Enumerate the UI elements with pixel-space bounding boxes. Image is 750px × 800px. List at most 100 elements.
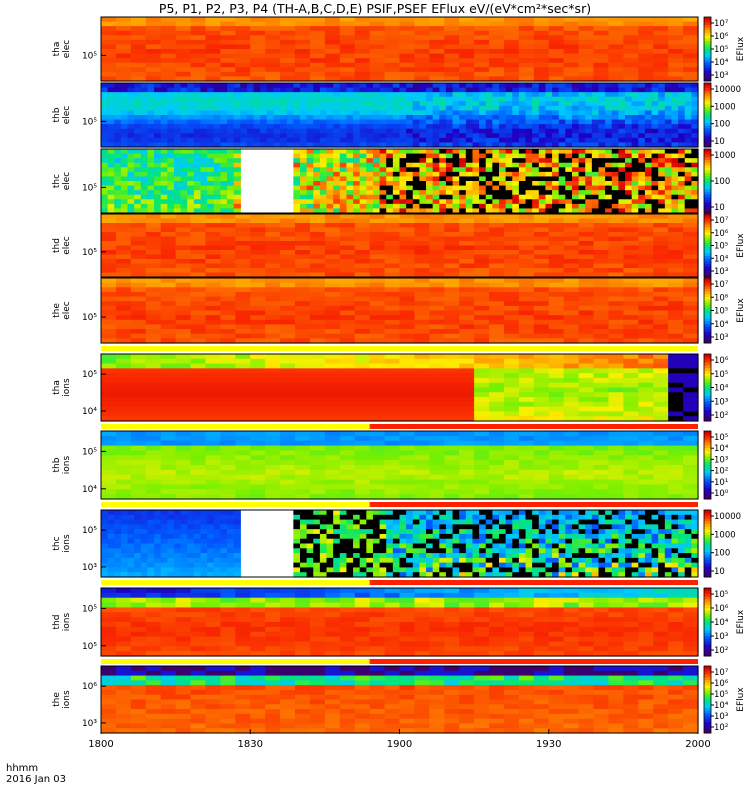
colorbar-segment xyxy=(704,543,711,547)
ylabel-line: thd xyxy=(52,238,62,253)
colorbar: 10⁷ 10⁶ 10⁵ 10⁴ 10³ EFlux xyxy=(703,277,746,344)
colorbar-segment xyxy=(704,159,711,163)
y-tick-label: 10³ xyxy=(82,719,97,729)
heatmap-cells xyxy=(101,354,699,422)
colorbar: 10⁵ 10⁶ 10⁴ 10³ 10² EFlux xyxy=(703,587,746,657)
colorbar-frame xyxy=(703,509,712,578)
colorbar-segment xyxy=(704,479,711,483)
colorbar-segment xyxy=(704,590,711,595)
colorbar-segment xyxy=(704,716,711,720)
colorbar-segment xyxy=(704,551,711,556)
colorbar-segment xyxy=(704,280,711,284)
colorbar-segment xyxy=(704,702,711,706)
colorbar-tick-label: 10³ xyxy=(714,397,728,407)
colorbar-segment xyxy=(704,112,711,116)
colorbar-segment xyxy=(704,671,711,675)
mode-strip xyxy=(101,580,698,585)
panel-thc-ions: thcions 10⁵ 10³ 10000 1000 100 10 xyxy=(52,509,741,585)
colorbar-tick-label: 10⁵ xyxy=(714,690,728,700)
colorbar-segment xyxy=(704,232,711,236)
ylabel-line: ions xyxy=(62,690,72,709)
colorbar-segment xyxy=(704,607,711,612)
heatmap-cells xyxy=(101,83,699,148)
colorbar-tick-label: 10² xyxy=(714,411,728,421)
colorbar-tick-label: 10¹ xyxy=(714,478,728,488)
colorbar-segment xyxy=(704,596,711,600)
heatmap-cells xyxy=(101,149,699,214)
colorbar-segment xyxy=(704,175,711,179)
mode-strip-red xyxy=(369,502,698,507)
ylabel-line: elec xyxy=(62,106,72,125)
x-tick-label: 1830 xyxy=(238,739,263,750)
colorbar-segment xyxy=(704,216,711,220)
colorbar-segment xyxy=(704,445,711,449)
colorbar-segment xyxy=(704,407,711,411)
colorbar-segment xyxy=(704,154,711,158)
colorbar-segment xyxy=(704,214,711,218)
colorbar-tick-label: 10⁵ xyxy=(714,433,728,443)
colorbar-tick-label: 10⁷ xyxy=(714,280,729,290)
colorbar-segment xyxy=(704,384,711,388)
colorbar-segment xyxy=(704,144,711,148)
colorbar-segment xyxy=(704,258,711,262)
colorbar-segment xyxy=(704,456,711,460)
colorbar-segment xyxy=(704,115,711,119)
colorbar-segment xyxy=(704,313,711,317)
colorbar-segment xyxy=(704,17,711,21)
panel-ylabel: thaelec xyxy=(52,40,72,59)
colorbar-segment xyxy=(704,367,711,372)
colorbar-tick-label: 10² xyxy=(714,723,728,733)
date-label: 2016 Jan 03 xyxy=(6,774,66,785)
colorbar-segment xyxy=(704,696,711,700)
colorbar-segment xyxy=(704,294,711,298)
colorbar-segment xyxy=(704,693,711,698)
colorbar-segment xyxy=(704,568,711,572)
colorbar-segment xyxy=(704,359,711,363)
colorbar-segment xyxy=(704,321,711,325)
panel-ylabel: theelec xyxy=(52,301,72,320)
colorbar-segment xyxy=(704,49,711,53)
colorbar-segment xyxy=(704,229,711,233)
colorbar-tick-label: 10⁵ xyxy=(714,370,728,380)
colorbar-segment xyxy=(704,546,711,550)
mode-strip-yellow xyxy=(101,346,370,351)
mode-strip xyxy=(101,424,698,429)
colorbar-segment xyxy=(704,529,711,533)
colorbar-segment xyxy=(704,123,711,127)
colorbar-tick-label: 10⁴ xyxy=(714,384,729,394)
colorbar-segment xyxy=(704,332,711,336)
colorbar-segment xyxy=(704,563,711,567)
colorbar-tick-label: 10⁷ xyxy=(714,668,729,678)
colorbar-tick-label: 10⁶ xyxy=(714,32,729,42)
colorbar-segment xyxy=(704,365,711,369)
colorbar-segment xyxy=(704,727,711,731)
colorbar-tick-label: 10⁴ xyxy=(714,320,729,330)
colorbar-tick-label: 10000 xyxy=(714,512,741,522)
panel-thd-ions: thdions 10⁵ 10⁵ 10⁵ 10⁶ 10⁴ 10³ 10² EFlux xyxy=(52,587,746,664)
colorbar-segment xyxy=(704,613,711,617)
colorbar-segment xyxy=(704,404,711,408)
colorbar-segment xyxy=(704,619,711,623)
colorbar-segment xyxy=(704,526,711,531)
colorbar-segment xyxy=(704,442,711,446)
colorbar-segment xyxy=(704,707,711,712)
colorbar-segment xyxy=(704,197,711,201)
colorbar-segment xyxy=(704,630,711,634)
colorbar-segment xyxy=(704,149,711,153)
heatmap-cells xyxy=(101,588,699,657)
colorbar-segment xyxy=(704,532,711,536)
colorbar-segment xyxy=(704,109,711,113)
panel-ylabel: thbions xyxy=(52,455,72,474)
colorbar-segment xyxy=(704,141,711,145)
colorbar-segment xyxy=(704,310,711,314)
colorbar-segment xyxy=(704,412,711,416)
colorbar-segment xyxy=(704,183,711,187)
panel-ylabel: thdelec xyxy=(52,236,72,255)
colorbar-segment xyxy=(704,641,711,646)
y-tick-label: 10⁵ xyxy=(82,248,97,258)
colorbar-segment xyxy=(704,19,711,23)
panel-ylabel: theions xyxy=(52,690,72,709)
colorbar-segment xyxy=(704,210,711,214)
colorbar-segment xyxy=(704,199,711,203)
